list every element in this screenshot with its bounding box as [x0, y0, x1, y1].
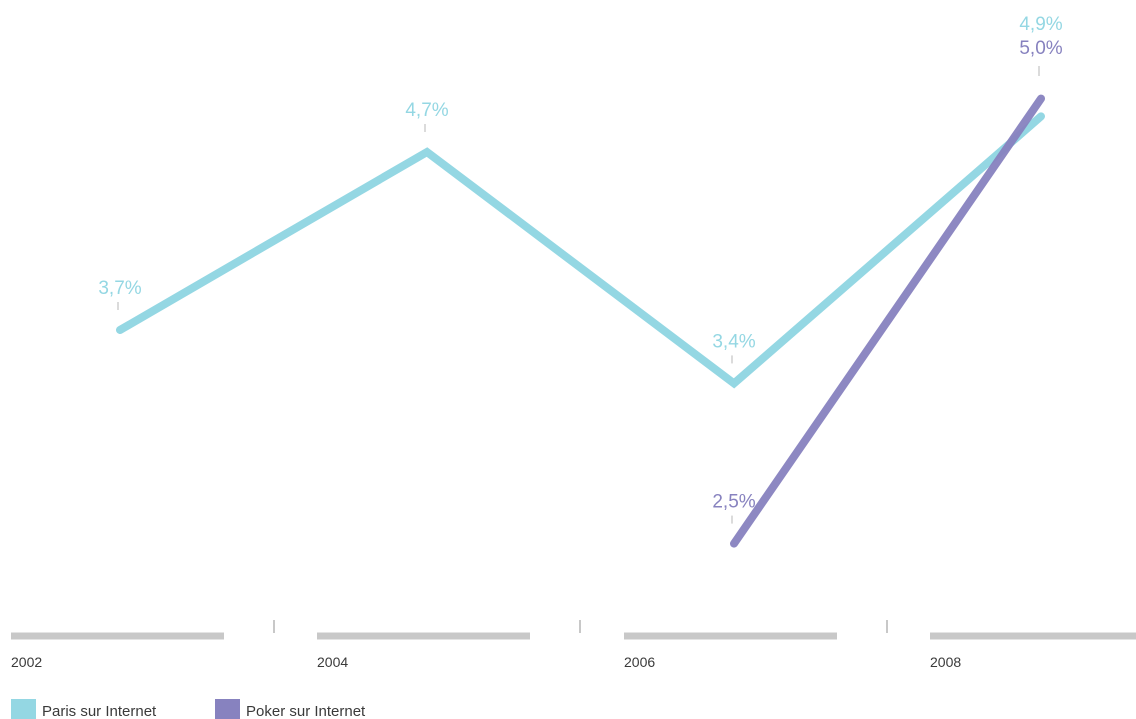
- x-tick-label: 2002: [11, 654, 42, 670]
- legend-swatch: [11, 699, 36, 719]
- axis-segment: [11, 632, 224, 640]
- x-tick-label: 2004: [317, 654, 348, 670]
- data-label: 3,7%: [98, 278, 141, 299]
- axis-segment: [317, 632, 530, 640]
- axis-segment: [624, 632, 837, 640]
- data-label: 5,0%: [1019, 38, 1062, 59]
- series-lines: [116, 94, 1045, 548]
- x-tick-label: 2008: [930, 654, 961, 670]
- series-line-paris: [116, 112, 1045, 389]
- axis-segment: [930, 632, 1136, 640]
- x-axis: 2002 2004 2006 2008: [11, 620, 1136, 670]
- x-tick-label: 2006: [624, 654, 655, 670]
- data-label: 3,4%: [712, 331, 755, 352]
- legend-swatch: [215, 699, 240, 719]
- legend-label: Poker sur Internet: [246, 703, 366, 719]
- data-label: 4,9%: [1019, 14, 1062, 35]
- data-label: 2,5%: [712, 492, 755, 513]
- data-label: 4,7%: [405, 100, 448, 121]
- legend-label: Paris sur Internet: [42, 703, 157, 719]
- data-labels: 3,7% 4,7% 3,4% 4,9% 2,5% 5,0%: [98, 14, 1063, 524]
- legend: Paris sur Internet Poker sur Internet: [11, 699, 366, 719]
- series-line-poker: [730, 94, 1045, 548]
